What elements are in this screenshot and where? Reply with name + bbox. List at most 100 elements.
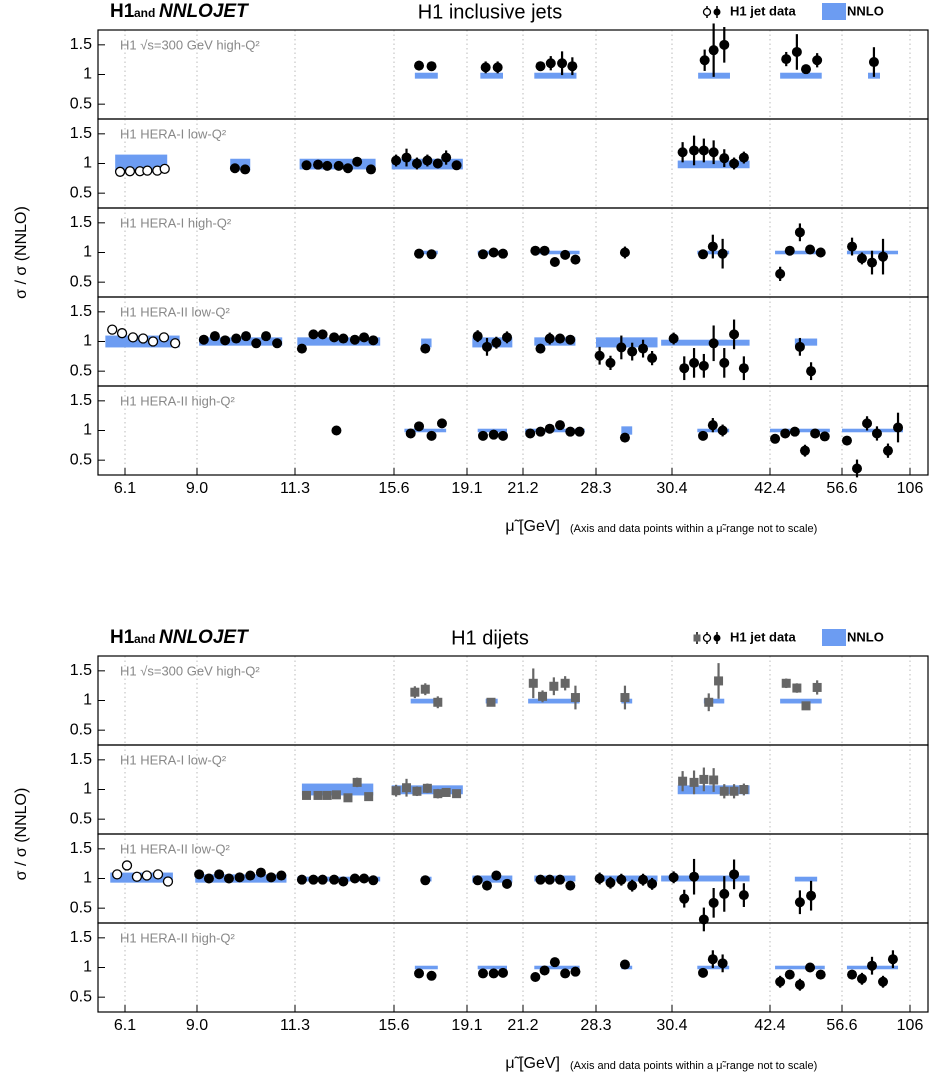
nnlo-band — [230, 158, 251, 171]
data-point — [530, 971, 541, 982]
x-tick-label: 21.2 — [507, 1017, 538, 1034]
panel-label: H1 HERA-II low-Q² — [120, 841, 230, 856]
y-axis-label: σ / σ (NNLO) — [13, 788, 30, 881]
data-point — [234, 872, 245, 883]
data-point — [422, 155, 433, 166]
data-point — [352, 777, 362, 787]
chart-title: H1 inclusive jets — [418, 1, 563, 23]
data-point — [574, 426, 585, 437]
data-point — [111, 869, 123, 880]
data-point — [781, 678, 791, 688]
data-point — [852, 463, 863, 474]
x-tick-label: 56.6 — [826, 1017, 857, 1034]
data-point — [368, 875, 379, 886]
data-point — [414, 248, 425, 259]
data-point — [770, 433, 781, 444]
data-point — [342, 163, 353, 174]
panel: H1 HERA-I low-Q² 0.5 1 1.5 — [70, 744, 929, 835]
nnlo-band — [703, 698, 725, 704]
data-point — [819, 431, 830, 442]
data-point — [241, 331, 251, 342]
data-point — [338, 333, 349, 344]
data-point — [539, 965, 550, 976]
data-point — [535, 61, 546, 72]
nnlo-band — [525, 428, 585, 433]
y-tick-label: 1 — [83, 244, 92, 261]
x-axis-label: μ̃ [GeV] — [505, 1055, 560, 1072]
brand: H1 — [110, 627, 135, 648]
data-point — [432, 158, 443, 169]
data-point — [805, 962, 816, 973]
data-point — [794, 341, 805, 352]
data-point — [441, 787, 451, 797]
panel-label: H1 HERA-I high-Q² — [120, 215, 232, 230]
data-point — [124, 166, 136, 177]
data-point — [411, 158, 422, 169]
brand-and: and — [134, 6, 155, 20]
data-point — [867, 257, 878, 268]
data-point — [451, 160, 462, 171]
data-point — [401, 152, 412, 163]
data-point — [114, 166, 126, 177]
data-point — [780, 428, 791, 439]
data-point — [426, 430, 437, 441]
panel: H1 √s=300 GeV high-Q² 0.5 1 1.5 — [70, 655, 929, 746]
y-tick-label: 0.5 — [70, 451, 92, 468]
data-point — [313, 159, 324, 170]
data-point — [426, 61, 437, 72]
x-axis-note: (Axis and data points within a μ̃-range … — [570, 1060, 817, 1072]
legend-label: H1 jet data — [730, 629, 797, 644]
data-point — [738, 890, 749, 901]
data-point — [498, 967, 508, 978]
y-tick-label: 1.5 — [70, 840, 92, 857]
nnlo-band — [414, 965, 438, 970]
y-tick-label: 1 — [83, 66, 92, 83]
data-point — [708, 45, 719, 56]
data-point — [276, 870, 287, 881]
data-point — [266, 872, 277, 883]
x-tick-label: 9.0 — [186, 1017, 208, 1034]
data-point — [557, 58, 568, 69]
data-point — [708, 897, 719, 908]
data-point — [707, 241, 718, 252]
data-point — [812, 682, 822, 692]
data-point — [322, 790, 332, 800]
brand-and: and — [134, 632, 155, 646]
data-point — [441, 152, 452, 163]
data-point — [847, 241, 858, 252]
data-point — [544, 874, 555, 885]
data-point — [799, 445, 810, 456]
data-point — [810, 428, 821, 439]
data-point — [405, 428, 416, 439]
x-tick-label: 9.0 — [186, 480, 208, 497]
data-point — [627, 880, 638, 891]
data-point — [847, 969, 858, 980]
data-point — [729, 869, 740, 880]
brand-nnlojet: NNLOJET — [159, 627, 249, 648]
data-point — [255, 867, 266, 878]
data-point — [426, 970, 437, 981]
data-point — [498, 248, 508, 259]
data-point — [137, 333, 149, 344]
data-point — [717, 425, 728, 436]
y-tick-label: 0.5 — [70, 721, 92, 738]
data-point — [223, 873, 234, 884]
data-point — [491, 337, 502, 348]
x-tick-label: 28.3 — [580, 1017, 611, 1034]
data-point — [605, 357, 616, 368]
data-point — [784, 245, 795, 256]
data-point — [707, 420, 718, 431]
data-point — [775, 976, 786, 987]
data-point — [349, 873, 360, 884]
data-point — [349, 334, 360, 345]
panel-label: H1 √s=300 GeV high-Q² — [120, 37, 260, 52]
nnlo-band — [677, 160, 750, 169]
data-point — [329, 332, 340, 343]
brand: H1 — [110, 1, 135, 22]
y-tick-label: 1.5 — [70, 392, 92, 409]
data-point — [689, 145, 700, 156]
nnlo-band — [534, 337, 576, 346]
data-point — [359, 332, 370, 343]
data-point — [738, 363, 749, 374]
data-point — [605, 877, 616, 888]
